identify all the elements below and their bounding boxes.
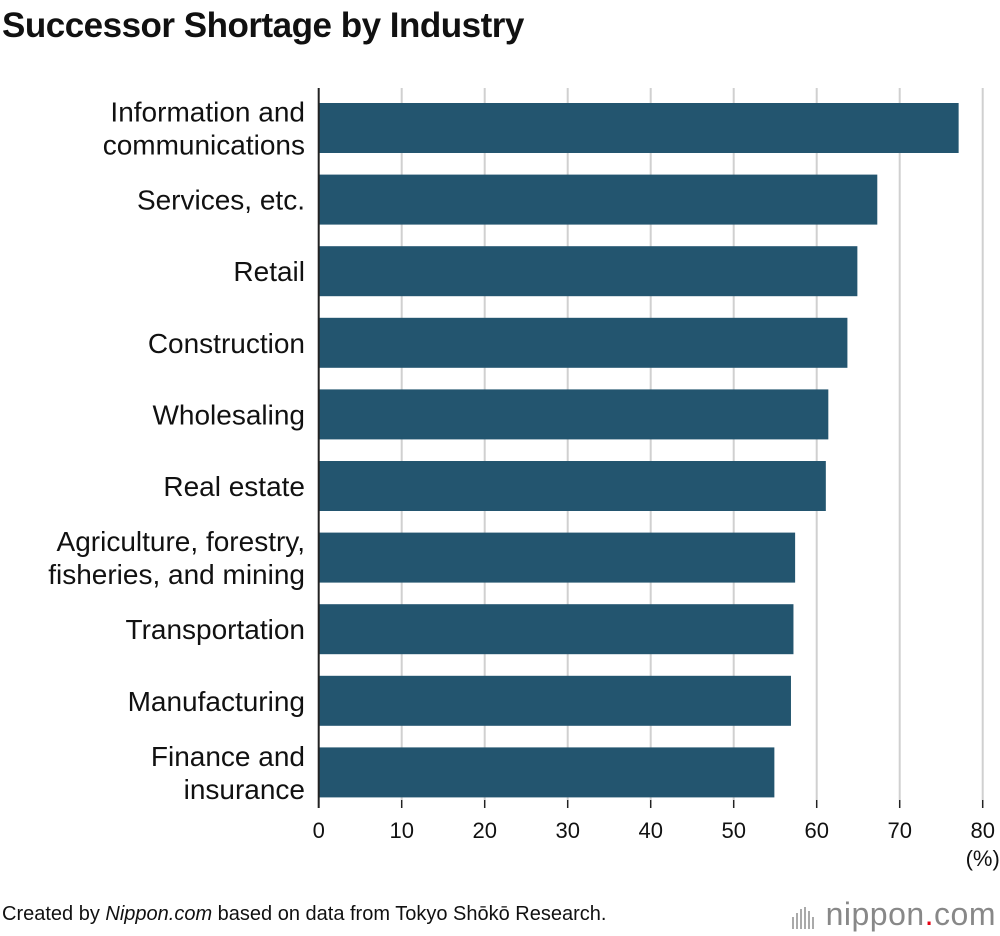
x-tick-label: 30 bbox=[555, 818, 579, 843]
x-tick-label: 80 bbox=[970, 818, 994, 843]
logo-tld: com bbox=[934, 896, 996, 932]
nippon-logo: nippon.com bbox=[791, 896, 996, 933]
x-tick-label: 20 bbox=[472, 818, 496, 843]
bar bbox=[318, 604, 794, 655]
category-label: Finance and insurance bbox=[151, 741, 305, 805]
x-tick-label: 10 bbox=[389, 818, 413, 843]
bar bbox=[318, 174, 878, 225]
category-label: Wholesaling bbox=[152, 399, 305, 430]
x-tick-label: 50 bbox=[721, 818, 745, 843]
bar-chart: 0 10 20 30 40 50 60 70 80 (%) Information and commu… bbox=[48, 88, 1000, 871]
source-prefix: Created by bbox=[2, 903, 106, 925]
category-label: Agriculture, forestry, fisheries, and min… bbox=[48, 526, 305, 590]
category-label: Real estate bbox=[163, 471, 305, 502]
category-label: Services, etc. bbox=[137, 185, 305, 216]
x-tick-label: 70 bbox=[887, 818, 911, 843]
logo-bars-icon bbox=[791, 906, 814, 929]
bar bbox=[318, 246, 858, 297]
x-tick-label: 0 bbox=[313, 818, 325, 843]
x-tick-label: 60 bbox=[804, 818, 828, 843]
chart-title: Successor Shortage by Industry bbox=[2, 6, 524, 45]
bar bbox=[318, 532, 796, 583]
category-label: Transportation bbox=[126, 614, 306, 645]
bar bbox=[318, 747, 775, 798]
bar bbox=[318, 389, 829, 440]
category-label: Construction bbox=[148, 328, 305, 359]
x-unit-label: (%) bbox=[966, 846, 1000, 871]
category-label: Retail bbox=[233, 256, 305, 287]
bar bbox=[318, 461, 826, 511]
bar bbox=[318, 317, 848, 368]
source-site: Nippon.com bbox=[105, 903, 213, 925]
logo-dot: . bbox=[924, 896, 935, 932]
category-label: Manufacturing bbox=[128, 686, 305, 717]
source-note: Created by Nippon.com based on data from… bbox=[2, 903, 606, 926]
source-suffix: based on data from Tokyo Shōkō Research. bbox=[212, 903, 607, 925]
logo-text: nippon bbox=[825, 896, 925, 932]
x-tick-label: 40 bbox=[638, 818, 662, 843]
bar bbox=[318, 675, 791, 726]
category-label: Information and communications bbox=[103, 97, 305, 161]
bar bbox=[318, 103, 959, 153]
